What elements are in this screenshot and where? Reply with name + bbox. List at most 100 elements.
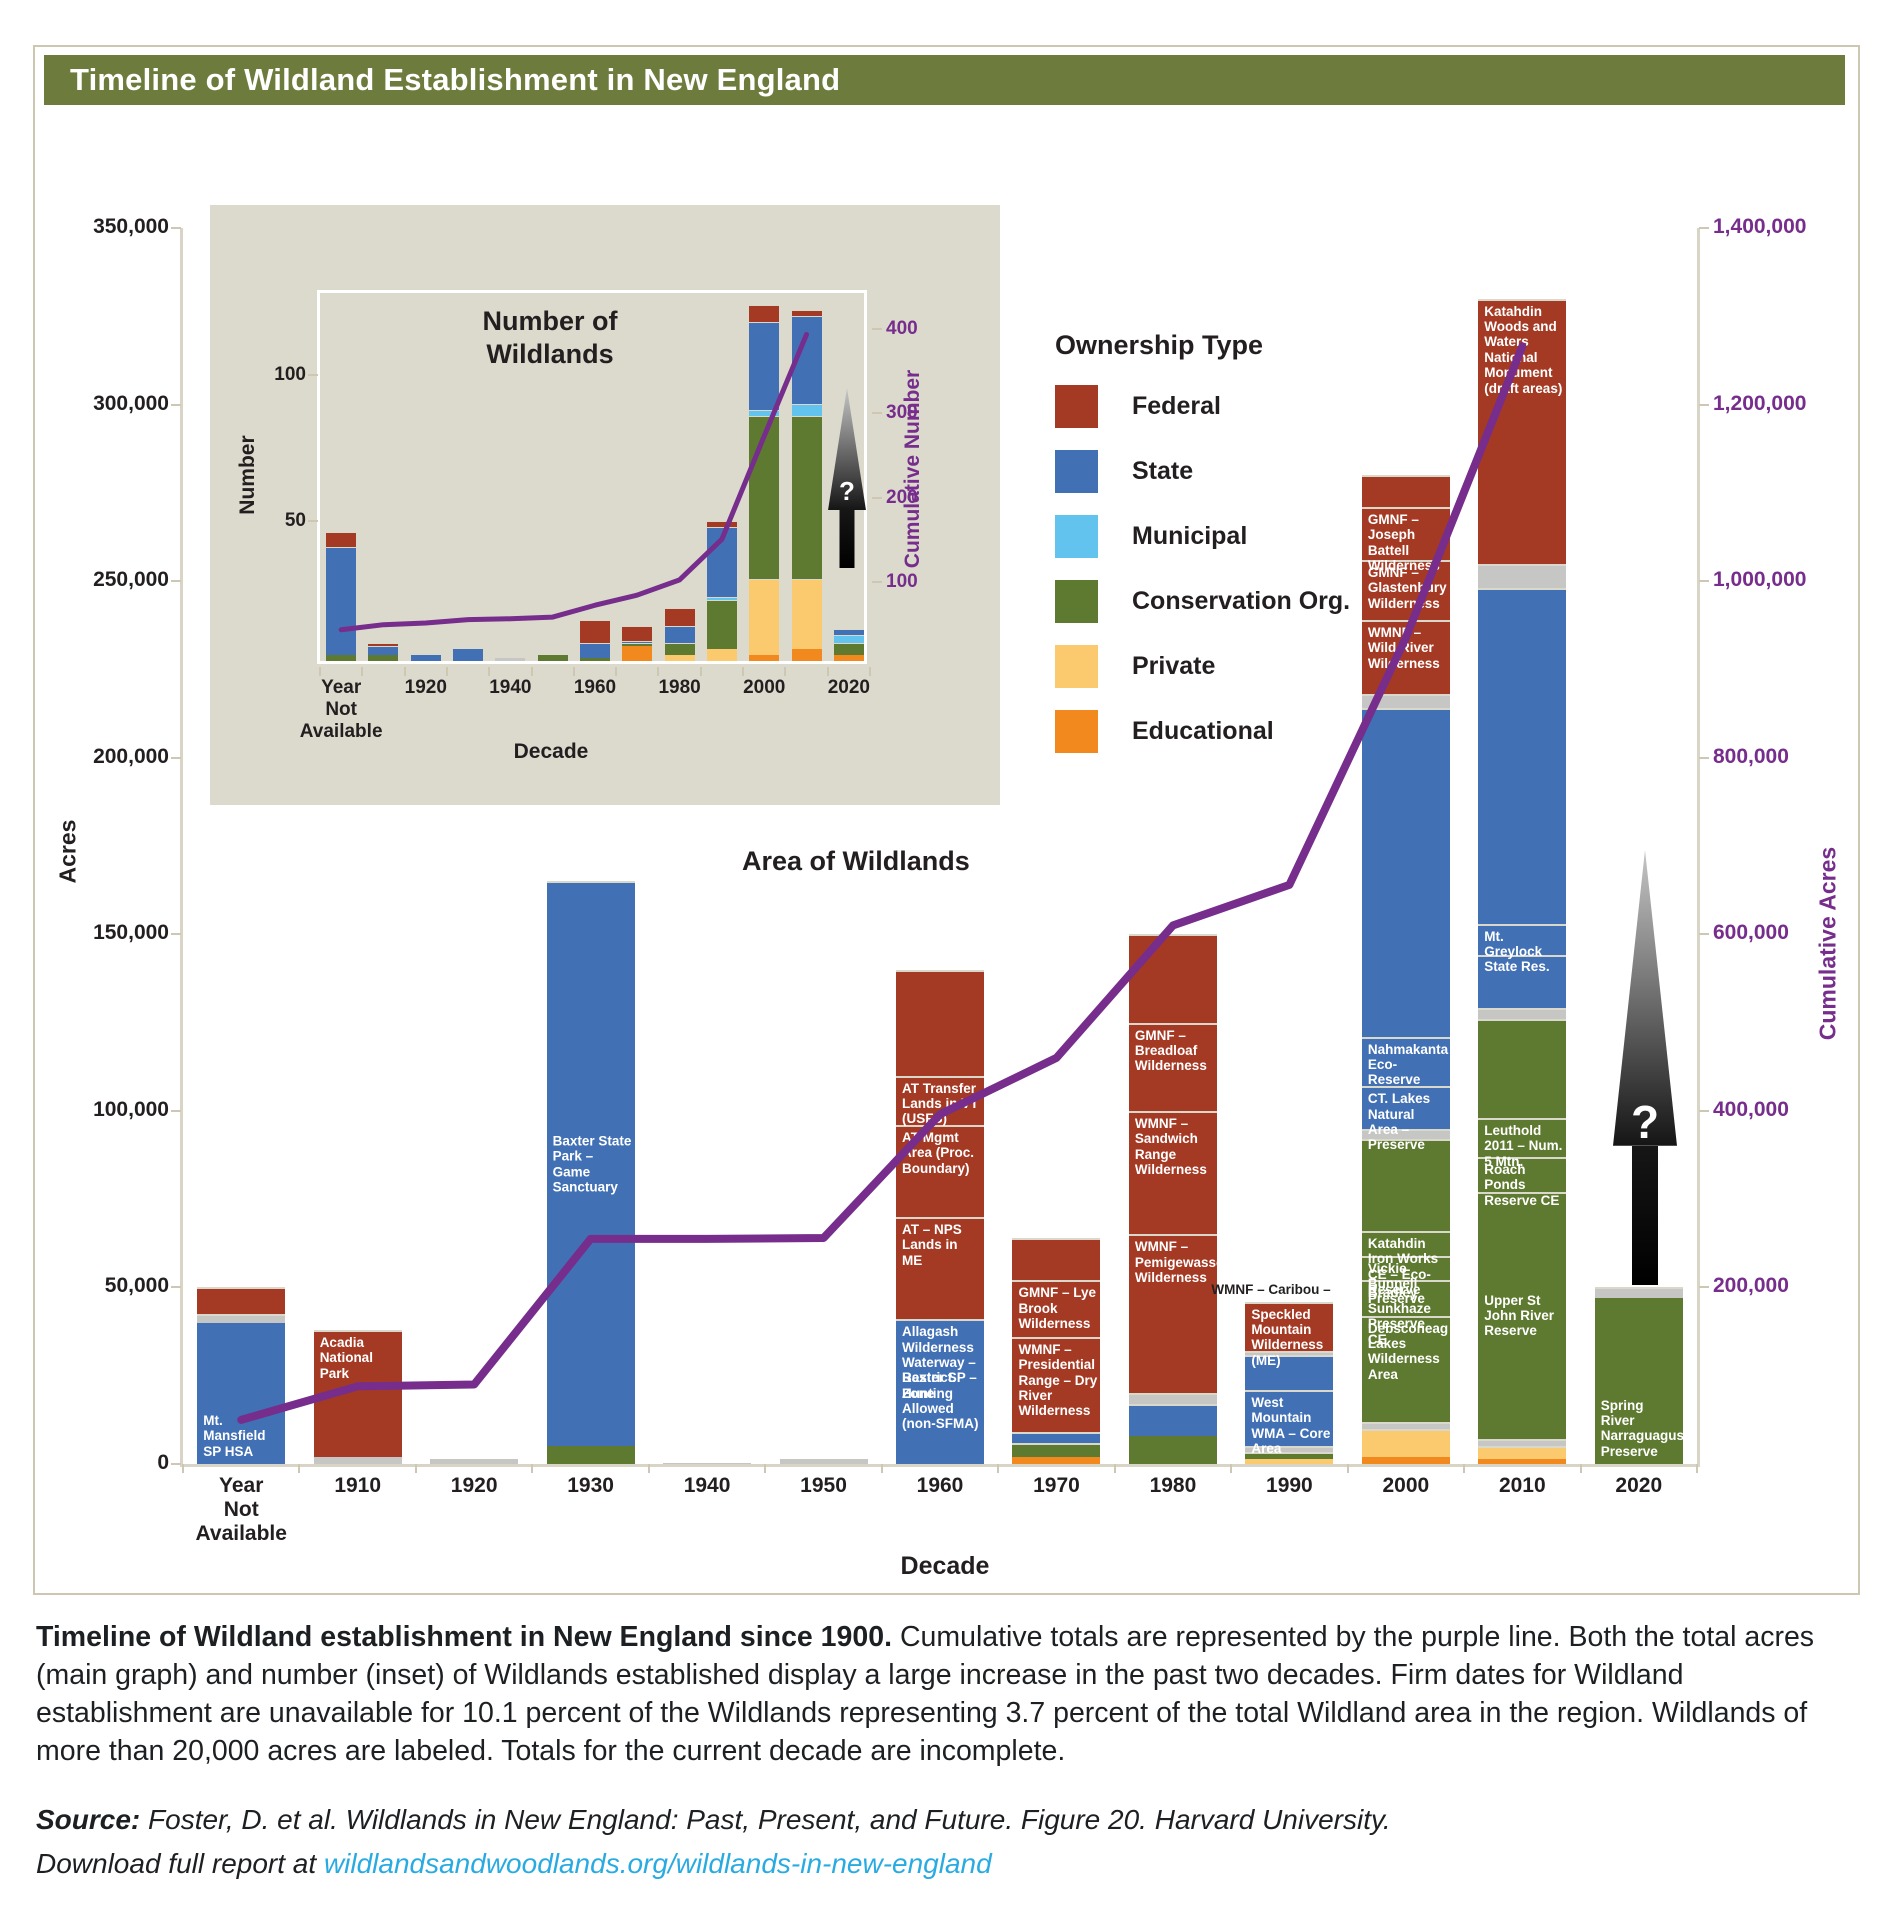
bar-segment: AT Mgmt Area (Proc. Boundary) (896, 1125, 984, 1217)
main-x-axis-title: Decade (900, 1552, 990, 1580)
bar: Spring River Narraguagus Preserve (1594, 228, 1685, 1464)
bar-segment-label: WMNF – Sandwich Range Wilderness (1134, 1115, 1207, 1177)
bar-segment (1012, 1432, 1101, 1443)
bar-segment: WMNF – Sandwich Range Wilderness (1128, 1110, 1217, 1235)
bar-segment (1012, 1238, 1101, 1281)
bar-segment (664, 643, 695, 656)
bar-segment (749, 322, 780, 410)
bar-segment (313, 1456, 402, 1464)
bar-segment (1361, 475, 1450, 507)
y2-axis-tick-label: 400,000 (1713, 1097, 1789, 1121)
legend-item-state: State (1055, 450, 1350, 493)
bar-segment (1128, 1393, 1217, 1404)
x-axis-tick-label: 1960 (916, 1474, 964, 1497)
conservation-swatch-icon (1055, 580, 1098, 623)
bar: Upper St John River Reserve Roach Ponds R… (1478, 228, 1567, 1464)
bar (706, 287, 737, 661)
bar-segment (410, 655, 441, 661)
bar-segment (197, 1287, 286, 1314)
y2-axis-tick (1699, 1109, 1709, 1112)
x-axis-tick-label: 2000 (1382, 1474, 1430, 1497)
bar-segment: GMNF – Joseph Battell Wilderness (1361, 507, 1450, 573)
y2-axis-tick (1699, 227, 1709, 229)
x-axis-tick (764, 1464, 767, 1473)
bar-segment (1012, 1456, 1101, 1464)
bar-segment (430, 1458, 519, 1464)
y-axis-tick-label: 200,000 (93, 744, 169, 768)
x-axis-tick (403, 667, 406, 676)
x-axis-tick-label: 1930 (567, 1474, 614, 1497)
bar-segment (453, 649, 484, 661)
y-axis-tick (171, 580, 181, 583)
bar-segment (580, 643, 610, 659)
bar-segment-label: Spring River Narraguagus Preserve (1600, 1397, 1685, 1459)
main-plot-area: 0 50,000 100,000 150,000 200,000 250,000 300,0… (93, 215, 1806, 1545)
bar-segment: WMNF – Pemigewasset Wilderness (1128, 1234, 1228, 1394)
x-axis-tick (826, 667, 829, 676)
inset-x-axis-title: Decade (513, 740, 589, 763)
x-axis-tick-label: 1950 (800, 1474, 847, 1497)
report-link[interactable]: wildlandsandwoodlands.org/wildlands-in-n… (323, 1848, 992, 1879)
x-axis-tick (319, 667, 321, 676)
bar-top-label: WMNF – Caribou – (1211, 1281, 1331, 1297)
legend-label: Federal (1132, 392, 1221, 420)
bar-segment-label: GMNF – Breadloaf Wilderness (1134, 1027, 1207, 1074)
bar-segment (706, 649, 737, 661)
bar (749, 287, 780, 661)
bar-segment (749, 415, 780, 580)
y2-axis-tick (1699, 580, 1709, 583)
source-line: Source: Foster, D. et al. Wildlands in N… (36, 1798, 1851, 1886)
y-axis-tick (171, 933, 181, 936)
bar (663, 228, 752, 1464)
x-axis-tick-label: 2020 (1615, 1474, 1663, 1497)
x-axis-tick (445, 667, 448, 676)
legend-title: Ownership Type (1055, 330, 1264, 360)
x-axis-tick-label: 1910 (334, 1474, 382, 1497)
y-axis-tick-label: 250,000 (93, 568, 169, 592)
bar-segment (1594, 1287, 1683, 1299)
inset-chart-title: Number of Wildlands (482, 306, 618, 369)
bar-segment: Baxter State Park – Game Sanctuary (546, 881, 635, 1447)
x-axis-tick (1579, 1464, 1582, 1473)
bar (791, 287, 822, 661)
bar-segment (833, 628, 864, 635)
bar-segment-label: WMNF – Pemigewasset Wilderness (1134, 1239, 1228, 1286)
federal-swatch-icon (1055, 385, 1098, 428)
bar-segment-label: CT. Lakes Natural Area – Preserve (1367, 1091, 1431, 1153)
y2-axis-tick (872, 412, 882, 415)
x-axis-tick (869, 667, 871, 676)
bar-segment-label: AT Mgmt Area (Proc. Boundary) (902, 1130, 975, 1176)
bar-segment (749, 579, 780, 656)
bar-segment (791, 579, 822, 650)
bar-segment (580, 620, 610, 644)
bar-segment-label: GMNF – Joseph Battell Wilderness (1367, 512, 1440, 574)
bar-segment: GMNF – Breadloaf Wilderness (1128, 1022, 1217, 1111)
legend-label: Municipal (1132, 522, 1248, 550)
legend-items: Federal State Municipal Conservation Org. Pr… (1055, 385, 1350, 753)
bar-segment: Acadia National Park (313, 1329, 402, 1457)
bar-segment (1478, 1008, 1567, 1020)
bar-segment (663, 1462, 752, 1464)
bar-segment (1361, 1421, 1450, 1429)
bar-segment-label: AT Transfer Lands in VT (USFS) (902, 1080, 979, 1127)
bar (779, 228, 868, 1464)
y-axis-tick-label: 350,000 (93, 215, 169, 238)
x-axis-tick-label: 1980 (1149, 1474, 1197, 1497)
bar-segment (622, 625, 653, 641)
bar-segment-label: GMNF – Lye Brook Wilderness (1018, 1285, 1096, 1332)
x-axis-tick (530, 667, 533, 676)
x-axis-tick (361, 667, 364, 676)
y2-axis-tick (1699, 756, 1709, 759)
main-y-axis-title: Acres (54, 819, 81, 884)
bar-segment-label: Allagash Wilderness Waterway – Restrict.… (902, 1324, 976, 1401)
caption-body: Cumulative totals are represented by the… (36, 1621, 1815, 1767)
y2-axis-tick-label: 600,000 (1713, 921, 1789, 945)
x-axis-tick (572, 667, 575, 676)
y-axis-tick-label: 100,000 (93, 1097, 169, 1121)
question-mark: ? (839, 476, 855, 506)
bar-segment (368, 655, 399, 661)
x-axis-tick (742, 667, 745, 676)
bar-segment: Nahmakanta Eco-Reserve (1361, 1036, 1450, 1087)
bar-segment: Katahdin Iron Works CE – Eco-Reserve (1361, 1230, 1450, 1297)
bar (664, 287, 695, 661)
